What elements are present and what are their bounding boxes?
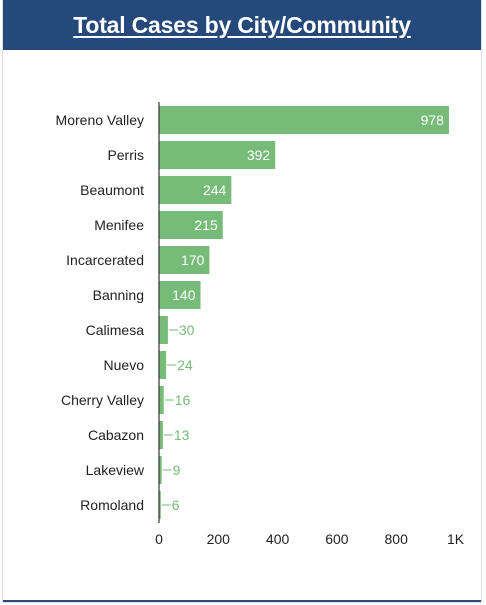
bar[interactable] xyxy=(159,316,168,344)
category-label: Moreno Valley xyxy=(56,112,144,128)
category-labels: Moreno Valley Perris Beaumont Menifee Incarc… xyxy=(56,112,145,513)
data-label: 9 xyxy=(173,462,181,478)
x-tick-label: 0 xyxy=(155,531,163,547)
category-label: Romoland xyxy=(80,497,144,513)
card-bottom-border xyxy=(3,600,481,602)
data-label: 24 xyxy=(177,357,193,373)
category-label: Menifee xyxy=(94,217,144,233)
x-tick-label: 800 xyxy=(385,531,409,547)
x-tick-label: 200 xyxy=(207,531,231,547)
bar[interactable] xyxy=(159,141,276,169)
bar[interactable] xyxy=(159,211,223,239)
data-label: 244 xyxy=(203,182,227,198)
category-label: Lakeview xyxy=(86,462,145,478)
data-label: 13 xyxy=(174,427,190,443)
chart-title: Total Cases by City/Community xyxy=(73,11,411,38)
data-label: 215 xyxy=(194,217,218,233)
category-label: Cabazon xyxy=(88,427,144,443)
bar[interactable] xyxy=(159,246,210,274)
data-label: 392 xyxy=(247,147,271,163)
x-axis-ticks: 0 200 400 600 800 1K xyxy=(155,531,465,547)
bar[interactable] xyxy=(159,386,164,414)
data-label: 30 xyxy=(179,322,195,338)
category-label: Perris xyxy=(107,147,144,163)
bars-layer: 978 392 244 215 170 140 30 24 16 13 9 6 xyxy=(159,106,449,519)
data-label: 170 xyxy=(181,252,205,268)
data-label: 16 xyxy=(175,392,191,408)
x-tick-label: 1K xyxy=(447,531,465,547)
category-label: Calimesa xyxy=(86,322,145,338)
data-label: 140 xyxy=(172,287,196,303)
category-label: Incarcerated xyxy=(66,252,144,268)
bar[interactable] xyxy=(159,351,167,379)
bar[interactable] xyxy=(159,456,162,484)
data-label: 978 xyxy=(421,112,445,128)
bar[interactable] xyxy=(159,421,163,449)
category-label: Nuevo xyxy=(104,357,145,373)
category-label: Banning xyxy=(93,287,144,303)
bar[interactable] xyxy=(159,106,449,134)
x-tick-label: 600 xyxy=(325,531,349,547)
x-tick-label: 400 xyxy=(266,531,290,547)
bar[interactable] xyxy=(159,176,232,204)
bar[interactable] xyxy=(159,491,161,519)
category-label: Cherry Valley xyxy=(61,392,144,408)
chart-header: Total Cases by City/Community xyxy=(3,0,481,50)
category-label: Beaumont xyxy=(80,182,144,198)
data-label: 6 xyxy=(172,497,180,513)
bar[interactable] xyxy=(159,281,201,309)
